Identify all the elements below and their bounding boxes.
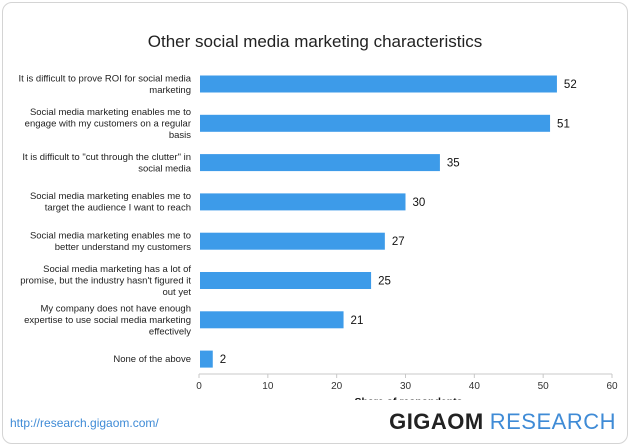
bar — [200, 114, 551, 132]
bar — [200, 193, 406, 211]
category-label-line: expertise to use social media marketing — [24, 315, 191, 326]
bar-value-label: 52 — [564, 79, 577, 91]
bar-chart: 0 10 20 30 40 50 60 Share of respondents 52 It is… — [19, 73, 618, 400]
bar-value-label: 51 — [557, 118, 570, 130]
category-label-line: out yet — [162, 287, 191, 298]
bar-value-label: 21 — [351, 315, 364, 327]
category-label-line: It is difficult to prove ROI for social … — [19, 73, 192, 84]
category-label: Social media marketing enables me to bett… — [30, 230, 191, 253]
bar-value-label: 30 — [413, 197, 426, 209]
bar — [200, 232, 385, 250]
x-tick-label: 50 — [538, 381, 550, 392]
brand-logo: GIGAOM RESEARCH — [389, 409, 616, 435]
bar — [200, 350, 213, 368]
category-label-line: Social media marketing enables me to — [30, 107, 191, 118]
x-tick-label: 60 — [606, 381, 618, 392]
x-axis-title: Share of respondents — [355, 396, 463, 400]
bar — [200, 75, 557, 93]
category-label-line: Social media marketing enables me to — [30, 191, 191, 202]
brand-logo-sub: RESEARCH — [489, 409, 616, 434]
bar — [200, 154, 440, 172]
x-tick-label: 20 — [331, 381, 343, 392]
bar-value-label: 2 — [220, 354, 226, 366]
category-label: Social media marketing has a lot of promi… — [20, 264, 191, 298]
bar-value-label: 27 — [392, 236, 405, 248]
bar — [200, 311, 344, 329]
category-label-line: Social media marketing enables me to — [30, 230, 191, 241]
category-label: My company does not have enough expertise… — [24, 303, 191, 337]
category-label: None of the above — [113, 354, 191, 365]
chart-title: Other social media marketing characteris… — [147, 32, 483, 51]
category-label-line: basis — [169, 130, 191, 141]
bar-value-label: 35 — [447, 158, 460, 170]
category-label-line: None of the above — [113, 354, 191, 365]
category-label-line: My company does not have enough — [40, 303, 191, 314]
x-tick-label: 10 — [262, 381, 274, 392]
x-tick-label: 0 — [196, 381, 202, 392]
category-label-line: social media — [138, 163, 192, 174]
brand-logo-main: GIGAOM — [389, 409, 484, 434]
category-label: It is difficult to "cut through the clut… — [22, 152, 191, 175]
category-label-line: target the audience I want to reach — [45, 203, 191, 214]
category-label-line: Social media marketing has a lot of — [43, 264, 191, 275]
category-label-line: engage with my customers on a regular — [25, 118, 191, 129]
category-label: Social media marketing enables me to enga… — [25, 107, 192, 141]
category-label-line: better understand my customers — [55, 242, 191, 253]
bar-value-label: 25 — [378, 276, 391, 288]
x-tick-label: 30 — [400, 381, 412, 392]
category-label-line: promise, but the industry hasn't figured… — [20, 276, 191, 287]
category-label-line: It is difficult to "cut through the clut… — [22, 152, 191, 163]
category-label: Social media marketing enables me to targ… — [30, 191, 191, 214]
bar — [200, 272, 372, 289]
category-label-line: effectively — [149, 326, 191, 337]
source-link[interactable]: http://research.gigaom.com/ — [10, 416, 159, 430]
x-tick-label: 40 — [469, 381, 481, 392]
category-label: It is difficult to prove ROI for social … — [19, 73, 192, 96]
category-label-line: marketing — [149, 85, 191, 96]
